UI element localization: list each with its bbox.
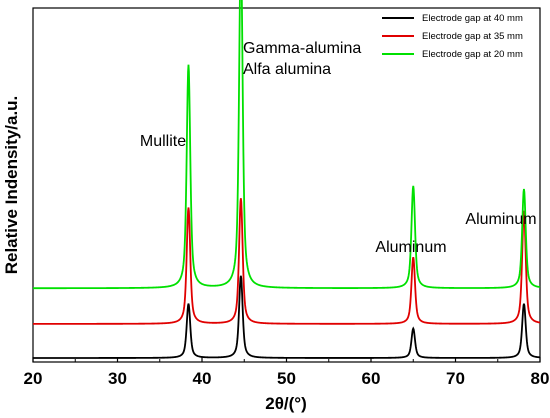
- x-tick-label: 30: [108, 369, 127, 388]
- peak-annotation: Aluminum: [465, 211, 536, 228]
- legend-label: Electrode gap at 40 mm: [422, 13, 523, 24]
- series-line: [33, 0, 541, 290]
- legend-label: Electrode gap at 20 mm: [422, 49, 523, 60]
- x-tick-label: 20: [24, 369, 43, 388]
- x-tick-label: 60: [362, 369, 381, 388]
- annotations-layer: Mullite Gamma-alumina Alfa alumina Aluminum…: [140, 40, 537, 256]
- peak-annotation: Alfa alumina: [243, 61, 331, 78]
- y-axis-title: Relative Indensity/a.u.: [2, 96, 21, 275]
- peak-annotation: Gamma-alumina: [243, 40, 361, 57]
- series-line: [33, 275, 541, 359]
- legend-label: Electrode gap at 35 mm: [422, 31, 523, 42]
- peak-annotation: Aluminum: [375, 239, 446, 256]
- x-tick-label: 80: [531, 369, 550, 388]
- x-axis-title: 2θ/(°): [265, 394, 307, 413]
- series-layer: [33, 0, 541, 359]
- x-tick-label: 70: [446, 369, 465, 388]
- x-tick-label: 50: [277, 369, 296, 388]
- x-tick-label: 40: [193, 369, 212, 388]
- x-axis-ticks: 20 30 40 50 60 70 80: [24, 357, 550, 388]
- peak-annotation: Mullite: [140, 133, 186, 150]
- series-line: [33, 198, 541, 325]
- legend: Electrode gap at 40 mm Electrode gap at 3…: [382, 13, 523, 60]
